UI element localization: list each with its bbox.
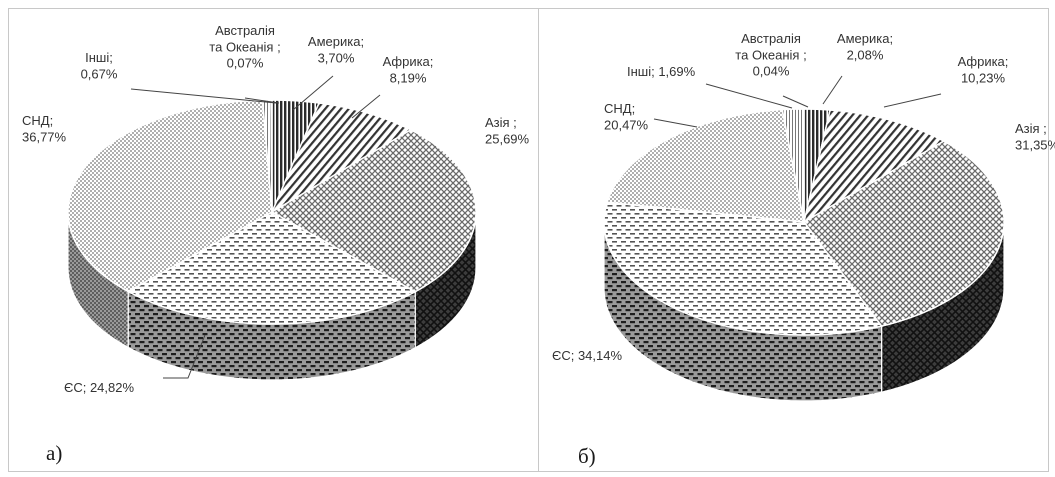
- pie-slice-asia: [270, 129, 477, 293]
- pie-slice-cis: [606, 108, 805, 223]
- data-label-line: 0,67%: [81, 66, 118, 81]
- leader-line-eu: [163, 334, 206, 379]
- leader-line-aus: [782, 95, 809, 108]
- data-label-amer: Америка; 2,08%: [837, 31, 893, 62]
- data-label-line: Інші; 1,69%: [627, 64, 696, 79]
- data-label-line: ЄС; 24,82%: [64, 380, 134, 395]
- leader-line-afr: [351, 94, 381, 119]
- data-label-line: СНД;: [22, 113, 53, 128]
- data-label-line: ЄС; 34,14%: [552, 348, 622, 363]
- leader-line-cis: [653, 118, 698, 128]
- data-label-afr: Африка; 8,19%: [383, 54, 434, 85]
- data-label-line: 0,07%: [227, 56, 264, 71]
- pie-slice-eu: [126, 211, 417, 325]
- data-label-asia: Азія ; 31,35%: [1015, 121, 1055, 152]
- data-label-aus: Австралія та Океанія ; 0,07%: [209, 23, 280, 71]
- data-label-line: 0,04%: [753, 64, 790, 79]
- leader-line-other: [130, 88, 277, 104]
- data-label-asia: Азія ; 25,69%: [485, 115, 530, 146]
- data-label-line: Африка;: [383, 54, 434, 69]
- leader-line-aus: [244, 97, 280, 104]
- data-label-line: 10,23%: [961, 70, 1006, 85]
- panel-b-frame: [538, 8, 1049, 472]
- data-label-line: Австралія: [741, 31, 801, 46]
- data-label-line: Азія ;: [485, 115, 517, 130]
- data-label-line: Азія ;: [1015, 121, 1047, 136]
- pie-chart-a: Америка; 3,70% Африка; 8,19% Азія ; 25,69% ЄС;…: [22, 23, 530, 395]
- panel-b-label: б): [578, 444, 596, 468]
- data-label-line: Інші;: [85, 50, 113, 65]
- leader-line-afr: [883, 93, 942, 108]
- data-label-line: 25,69%: [485, 131, 530, 146]
- leader-line-amer: [822, 75, 843, 105]
- data-label-line: 2,08%: [847, 47, 884, 62]
- data-label-cis: СНД; 36,77%: [22, 113, 67, 144]
- pie-slice-afr: [270, 102, 413, 214]
- data-label-line: Австралія: [215, 23, 275, 38]
- data-label-eu: ЄС; 34,14%: [552, 348, 622, 363]
- data-label-aus: Австралія та Океанія ; 0,04%: [735, 31, 806, 79]
- data-label-line: 20,47%: [604, 117, 649, 132]
- pie-chart-b: Америка; 2,08% Африка; 10,23% Азія ; 31,35% ЄС…: [552, 31, 1055, 402]
- pie-slice-asia: [802, 140, 1005, 327]
- panel-a-label: а): [46, 441, 62, 465]
- data-label-line: 31,35%: [1015, 137, 1055, 152]
- pie-top: [603, 108, 1005, 336]
- data-label-line: 3,70%: [318, 50, 355, 65]
- data-label-line: СНД;: [604, 101, 635, 116]
- data-label-other: Інші; 0,67%: [81, 50, 118, 81]
- data-label-line: та Океанія ;: [209, 39, 280, 54]
- data-label-line: 8,19%: [390, 70, 427, 85]
- data-label-other: Інші; 1,69%: [627, 64, 696, 79]
- data-label-line: 36,77%: [22, 129, 67, 144]
- pie-slice-afr: [802, 109, 946, 224]
- data-label-afr: Африка; 10,23%: [958, 54, 1009, 85]
- pie-slice-aus: [270, 99, 273, 213]
- data-label-line: Африка;: [958, 54, 1009, 69]
- pie-slice-eu: [603, 201, 883, 336]
- data-label-cis: СНД; 20,47%: [604, 101, 649, 132]
- pie-slice-aus: [802, 108, 805, 223]
- pie-top: [67, 99, 477, 325]
- data-label-line: Америка;: [837, 31, 893, 46]
- leader-line-eu: [640, 348, 663, 354]
- data-label-amer: Америка; 3,70%: [308, 34, 364, 65]
- data-label-eu: ЄС; 24,82%: [64, 380, 134, 395]
- pie-slice-cis: [67, 99, 273, 293]
- leader-line-amer: [292, 75, 334, 111]
- leader-line-other: [705, 83, 793, 109]
- data-label-line: Америка;: [308, 34, 364, 49]
- data-label-line: та Океанія ;: [735, 47, 806, 62]
